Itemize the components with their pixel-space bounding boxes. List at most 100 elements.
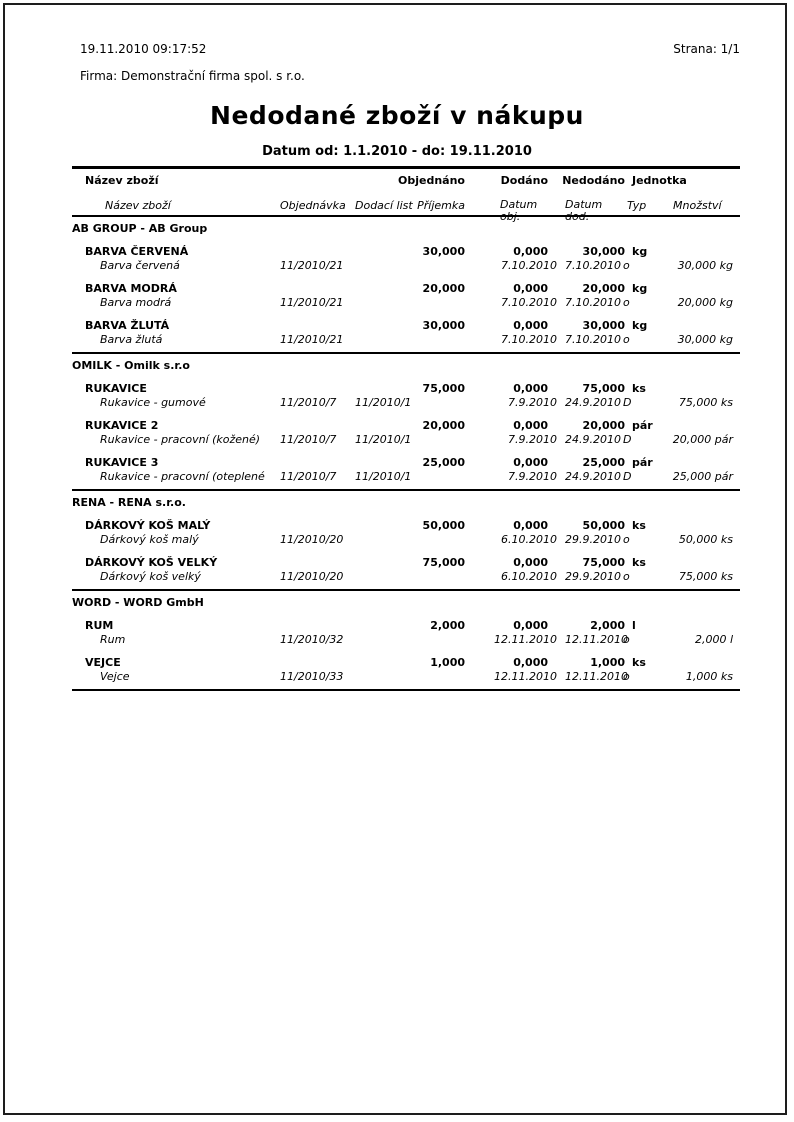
item-description: Dárkový koš velký xyxy=(100,570,201,583)
qty-ordered: 20,000 xyxy=(422,419,465,432)
subcol-header-delivery-note: Dodací list xyxy=(355,199,413,212)
quantity: 20,000 pár xyxy=(672,433,733,446)
delivery-note-number: 11/2010/1 xyxy=(355,433,412,446)
header-row-main: Název zboží Objednáno Dodáno Nedodáno Je… xyxy=(72,174,740,188)
unit: kg xyxy=(632,319,648,332)
quantity: 75,000 ks xyxy=(678,396,733,409)
qty-undelivered: 25,000 xyxy=(582,456,625,469)
qty-delivered: 0,000 xyxy=(513,419,548,432)
qty-undelivered: 30,000 xyxy=(582,245,625,258)
subcol-header-quantity: Množství xyxy=(673,199,722,212)
supplier-group: AB GROUP - AB Group BARVA ČERVENÁ 30,000 0,… xyxy=(72,217,740,354)
quantity: 2,000 l xyxy=(694,633,733,646)
qty-undelivered: 75,000 xyxy=(582,556,625,569)
subcol-header-item-name: Název zboží xyxy=(105,199,171,212)
order-type: o xyxy=(623,533,630,546)
subcol-header-date-delivery-line1: Datum xyxy=(565,198,603,211)
qty-ordered: 30,000 xyxy=(422,245,465,258)
order-number: 11/2010/21 xyxy=(280,333,344,346)
supplier-group: WORD - WORD GmbH RUM 2,000 0,000 2,000 l Rum 11… xyxy=(72,591,740,691)
item-block: DÁRKOVÝ KOŠ MALÝ 50,000 0,000 50,000 ks Dárko… xyxy=(72,519,740,547)
report-title: Nedodané zboží v nákupu xyxy=(210,101,584,130)
item-description: Rukavice - gumové xyxy=(100,396,206,409)
supplier-group-title: OMILK - Omilk s.r.o xyxy=(72,359,190,372)
qty-delivered: 0,000 xyxy=(513,656,548,669)
item-detail-row: Dárkový koš malý 11/2010/20 6.10.2010 29.9.… xyxy=(72,533,740,547)
order-type: D xyxy=(623,470,632,483)
qty-delivered: 0,000 xyxy=(513,282,548,295)
delivery-note-number: 11/2010/1 xyxy=(355,396,412,409)
item-detail-row: Barva modrá 11/2010/21 7.10.2010 7.10.2010 o… xyxy=(72,296,740,310)
qty-ordered: 25,000 xyxy=(422,456,465,469)
order-type: o xyxy=(623,570,630,583)
qty-ordered: 30,000 xyxy=(422,319,465,332)
item-description: Barva žlutá xyxy=(100,333,163,346)
report-date-range: Datum od: 1.1.2010 - do: 19.11.2010 xyxy=(262,144,532,159)
item-description: Dárkový koš malý xyxy=(100,533,199,546)
qty-undelivered: 20,000 xyxy=(582,419,625,432)
qty-ordered: 20,000 xyxy=(422,282,465,295)
order-type: o xyxy=(623,296,630,309)
date-delivery: 7.10.2010 xyxy=(565,296,621,309)
order-number: 11/2010/7 xyxy=(280,433,337,446)
quantity: 75,000 ks xyxy=(678,570,733,583)
order-type: D xyxy=(623,433,632,446)
item-detail-row: Vejce 11/2010/33 12.11.2010 12.11.2010 o 1,00… xyxy=(72,670,740,684)
item-description: Rukavice - pracovní (kožené) xyxy=(100,433,261,446)
order-number: 11/2010/20 xyxy=(280,570,344,583)
date-delivery: 12.11.2010 xyxy=(565,670,628,683)
item-detail-row: Dárkový koš velký 11/2010/20 6.10.2010 29.9… xyxy=(72,570,740,584)
page-number: Strana: 1/1 xyxy=(673,42,740,56)
item-name: RUKAVICE 2 xyxy=(85,419,159,432)
item-detail-row: Rukavice - pracovní (kožené) 11/2010/7 11/… xyxy=(72,433,740,447)
date-delivery: 12.11.2010 xyxy=(565,633,628,646)
col-header-item-name: Název zboží xyxy=(85,174,159,187)
item-detail-row: Rum 11/2010/32 12.11.2010 12.11.2010 o 2,000 … xyxy=(72,633,740,647)
col-header-undelivered: Nedodáno xyxy=(562,174,625,187)
date-delivery: 7.10.2010 xyxy=(565,333,621,346)
subcol-header-date-delivery-line2: dod. xyxy=(565,210,590,223)
item-block: RUKAVICE 75,000 0,000 75,000 ks Rukavice - gu… xyxy=(72,382,740,410)
unit: ks xyxy=(632,382,646,395)
date-delivery: 24.9.2010 xyxy=(565,433,621,446)
date-delivery: 24.9.2010 xyxy=(565,396,621,409)
qty-ordered: 50,000 xyxy=(422,519,465,532)
subcol-header-date-ordered-line2: obj. xyxy=(500,210,521,223)
item-name: BARVA ŽLUTÁ xyxy=(85,319,170,332)
item-block: BARVA MODRÁ 20,000 0,000 20,000 kg Barva modr… xyxy=(72,282,740,310)
item-summary-row: VEJCE 1,000 0,000 1,000 ks xyxy=(72,656,740,670)
item-block: VEJCE 1,000 0,000 1,000 ks Vejce 11/2010/33 12.… xyxy=(72,656,740,684)
subcol-header-type: Typ xyxy=(627,199,647,212)
unit: l xyxy=(632,619,636,632)
qty-undelivered: 50,000 xyxy=(582,519,625,532)
item-description: Barva červená xyxy=(100,259,180,272)
subcol-header-order: Objednávka xyxy=(280,199,346,212)
qty-ordered: 75,000 xyxy=(422,382,465,395)
qty-delivered: 0,000 xyxy=(513,382,548,395)
supplier-group-title: AB GROUP - AB Group xyxy=(72,222,208,235)
quantity: 20,000 kg xyxy=(677,296,733,309)
item-detail-row: Rukavice - gumové 11/2010/7 11/2010/1 7.9.2… xyxy=(72,396,740,410)
item-block: DÁRKOVÝ KOŠ VELKÝ 75,000 0,000 75,000 ks Dárk… xyxy=(72,556,740,584)
order-number: 11/2010/21 xyxy=(280,259,344,272)
qty-undelivered: 30,000 xyxy=(582,319,625,332)
item-name: BARVA MODRÁ xyxy=(85,282,177,295)
item-detail-row: Barva žlutá 11/2010/21 7.10.2010 7.10.2010 o… xyxy=(72,333,740,347)
item-summary-row: BARVA ŽLUTÁ 30,000 0,000 30,000 kg xyxy=(72,319,740,333)
supplier-group-title: RENA - RENA s.r.o. xyxy=(72,496,186,509)
item-name: RUKAVICE 3 xyxy=(85,456,159,469)
order-type: o xyxy=(623,670,630,683)
page-meta: 19.11.2010 09:17:52 Strana: 1/1 xyxy=(80,42,740,56)
item-block: RUM 2,000 0,000 2,000 l Rum 11/2010/32 12.11.20… xyxy=(72,619,740,647)
quantity: 50,000 ks xyxy=(678,533,733,546)
unit: kg xyxy=(632,282,648,295)
subcol-header-date-ordered-line1: Datum xyxy=(500,198,538,211)
date-delivery: 7.10.2010 xyxy=(565,259,621,272)
item-name: DÁRKOVÝ KOŠ MALÝ xyxy=(85,519,211,532)
supplier-group: RENA - RENA s.r.o. DÁRKOVÝ KOŠ MALÝ 50,000… xyxy=(72,491,740,591)
date-ordered: 7.10.2010 xyxy=(501,296,557,309)
item-description: Vejce xyxy=(100,670,130,683)
qty-ordered: 75,000 xyxy=(422,556,465,569)
quantity: 30,000 kg xyxy=(677,259,733,272)
report-table: Název zboží Objednáno Dodáno Nedodáno Je… xyxy=(72,166,740,691)
